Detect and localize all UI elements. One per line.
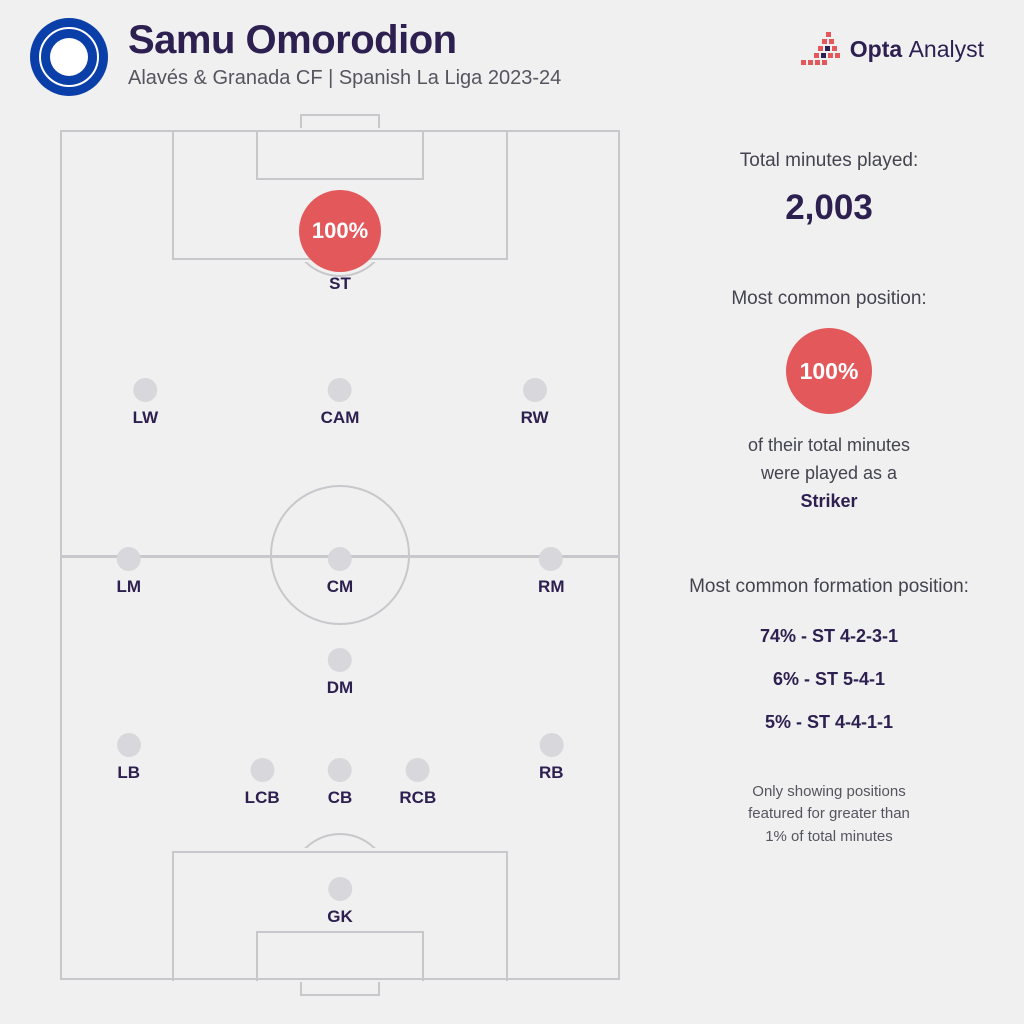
header: Samu Omorodion Alavés & Granada CF | Spa… [0, 18, 1024, 96]
position-label: CB [328, 788, 353, 808]
position-dot [133, 378, 157, 402]
club-logo-icon [30, 18, 108, 96]
context-line: Alavés & Granada CF | Spanish La Liga 20… [128, 67, 798, 90]
position-dot [328, 648, 352, 672]
stats-panel: Total minutes played: 2,003 Most common … [664, 150, 994, 848]
position-label: RM [538, 577, 564, 597]
position-rcb: RCB [399, 758, 436, 808]
position-dot [328, 547, 352, 571]
position-lcb: LCB [245, 758, 280, 808]
position-label: LB [117, 763, 141, 783]
position-percent-bubble: 100% [786, 328, 872, 414]
opta-text-1: Opta [850, 36, 902, 62]
position-dot [117, 733, 141, 757]
position-dot [117, 547, 141, 571]
formation-item: 5% - ST 4-4-1-1 [664, 712, 994, 733]
position-bubble: 100% [299, 190, 381, 272]
position-dot [539, 547, 563, 571]
position-label: GK [327, 907, 353, 927]
position-lb: LB [117, 733, 141, 783]
position-label: LM [116, 577, 141, 597]
formation-item: 74% - ST 4-2-3-1 [664, 626, 994, 647]
opta-analyst-logo: Opta Analyst [798, 32, 984, 66]
position-label: CM [327, 577, 353, 597]
position-label: ST [299, 274, 381, 294]
position-cam: CAM [321, 378, 360, 428]
formation-list: 74% - ST 4-2-3-1 6% - ST 5-4-1 5% - ST 4-4… [664, 626, 994, 733]
position-rm: RM [538, 547, 564, 597]
formation-item: 6% - ST 5-4-1 [664, 669, 994, 690]
position-st: 100%ST [299, 190, 381, 294]
position-dot [328, 758, 352, 782]
position-label: DM [327, 678, 353, 698]
position-label: RCB [399, 788, 436, 808]
position-rb: RB [539, 733, 564, 783]
position-rw: RW [521, 378, 549, 428]
position-dot [250, 758, 274, 782]
minutes-value: 2,003 [664, 188, 994, 228]
position-dm: DM [327, 648, 353, 698]
common-position-label: Most common position: [664, 288, 994, 310]
position-dot [539, 733, 563, 757]
position-cb: CB [328, 758, 353, 808]
position-label: LW [133, 408, 159, 428]
formation-label: Most common formation position: [664, 576, 994, 598]
position-lw: LW [133, 378, 159, 428]
position-dot [328, 378, 352, 402]
position-cm: CM [327, 547, 353, 597]
minutes-label: Total minutes played: [664, 150, 994, 172]
position-dot [328, 877, 352, 901]
position-label: CAM [321, 408, 360, 428]
footnote: Only showing positions featured for grea… [664, 781, 994, 849]
opta-dots-icon [798, 32, 840, 66]
position-label: RB [539, 763, 564, 783]
position-dot [406, 758, 430, 782]
position-lm: LM [116, 547, 141, 597]
position-gk: GK [327, 877, 353, 927]
position-description: of their total minutes were played as a … [664, 432, 994, 516]
opta-text-2: Analyst [909, 36, 984, 62]
title-block: Samu Omorodion Alavés & Granada CF | Spa… [128, 18, 798, 90]
position-label: LCB [245, 788, 280, 808]
pitch-diagram: 100%ST LW CAM RW LM CM RM DM LB LCB CB RCB RB GK [60, 130, 620, 980]
position-dot [523, 378, 547, 402]
position-label: RW [521, 408, 549, 428]
player-name: Samu Omorodion [128, 18, 798, 63]
